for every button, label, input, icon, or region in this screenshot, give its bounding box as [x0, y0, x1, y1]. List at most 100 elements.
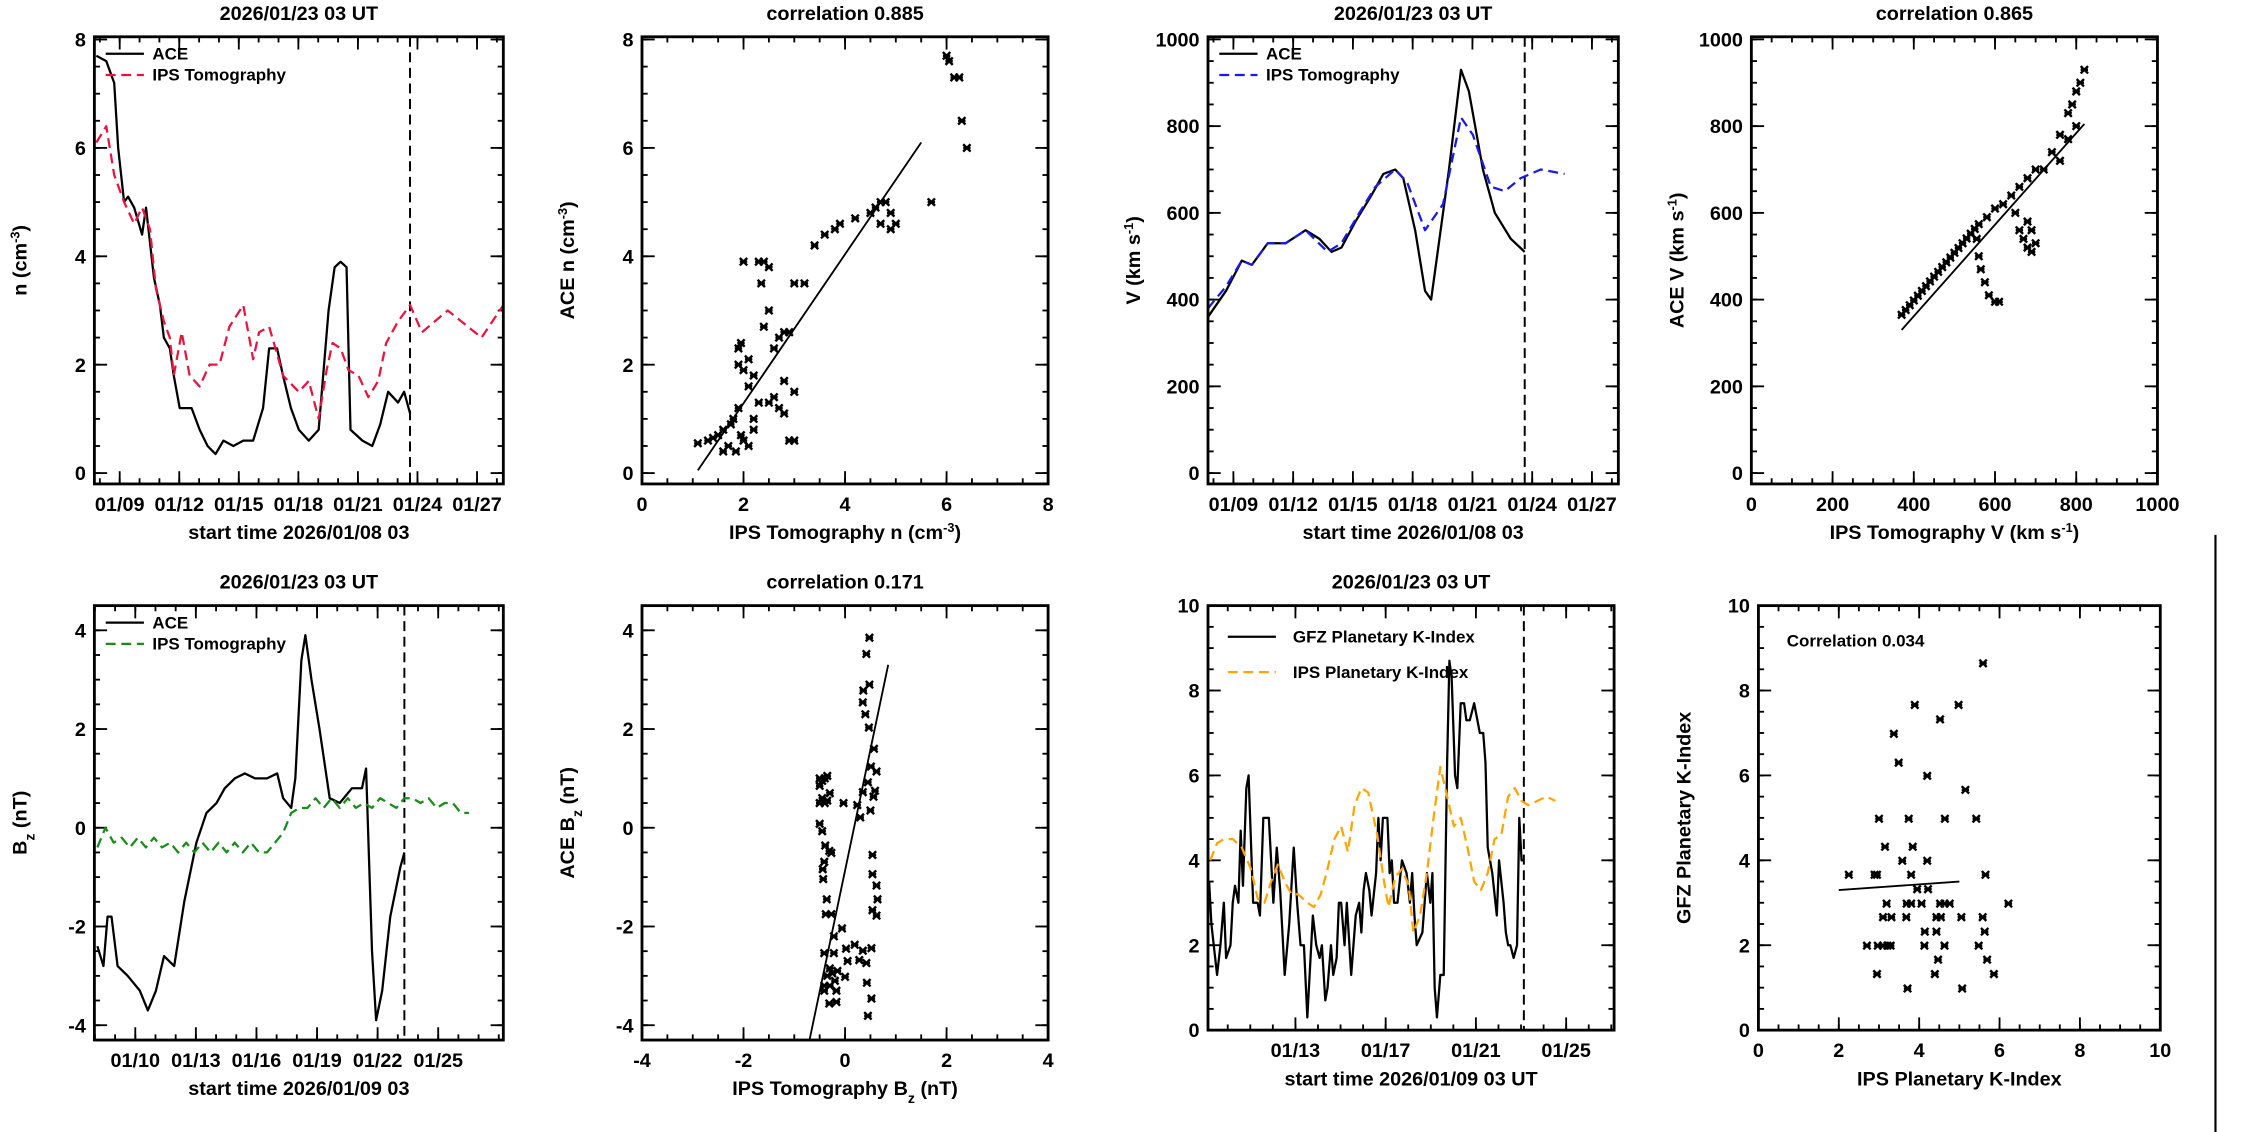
y-tick-label: 2 [622, 719, 633, 741]
legend-label: ACE [1266, 44, 1302, 63]
scatter-point [1974, 219, 1984, 229]
scatter-point [1936, 912, 1946, 922]
plot-frame [1757, 604, 2162, 1032]
scatter-point [864, 723, 874, 733]
scatter-point [954, 72, 964, 82]
scatter-point [1954, 700, 1964, 710]
scatter-point [1931, 927, 1941, 937]
plot-frame [92, 604, 505, 1042]
scatter-point [718, 446, 728, 456]
scatter-point [779, 376, 789, 386]
scatter-point [1980, 927, 1990, 937]
scatter-point [2014, 182, 2024, 192]
plot-frame [1749, 35, 2159, 486]
label-part: IPS Tomography V (km s [1830, 522, 2062, 544]
scatter-point [1976, 264, 1986, 274]
scatter-point [818, 874, 828, 884]
legend-label: GFZ Planetary K-Index [1293, 627, 1476, 646]
x-axis-label: IPS Tomography n (cm-3) [729, 520, 961, 545]
label-part: z [21, 834, 37, 841]
x-tick-label: 01/25 [413, 1050, 463, 1072]
y-tick-label: -4 [68, 1015, 86, 1037]
scatter-point [1886, 941, 1896, 951]
scatter-point [1957, 983, 1967, 994]
scatter-point [759, 322, 769, 332]
axis-ticks [641, 604, 1050, 1041]
regression-line [697, 141, 922, 471]
scatter-point [1978, 658, 1988, 668]
x-tick-label: 01/10 [111, 1050, 161, 1072]
y-axis-label: ACE V (km s-1) [1664, 193, 1689, 329]
x-tick-label: 2 [1833, 1040, 1844, 1062]
plot-frame [640, 35, 1050, 486]
scatter-point [825, 963, 835, 973]
scatter-point [822, 971, 832, 981]
label-part: ) [557, 201, 579, 208]
label-part: (nT) [915, 1078, 958, 1100]
x-tick-label: 01/21 [1451, 1040, 1501, 1062]
x-tick-label: 6 [1994, 1040, 2005, 1062]
axis-ticks [94, 36, 504, 484]
scatter-point [749, 371, 759, 381]
plot-area [693, 51, 972, 471]
chart-title: 2026/01/23 03 UT [1334, 3, 1493, 25]
scatter-point [876, 219, 886, 229]
y-tick-label: 1000 [1699, 29, 1743, 51]
label-part: ) [1123, 216, 1145, 223]
scatter-point [831, 997, 841, 1007]
y-tick-label: 800 [1166, 116, 1199, 138]
scatter-point [1994, 297, 2004, 307]
scatter-point [822, 771, 832, 781]
legend-label: IPS Tomography [152, 634, 286, 653]
scatter-point [1945, 899, 1955, 909]
scatter-point [831, 986, 841, 996]
plot-area [1897, 65, 2089, 331]
label-part: -1 [1121, 223, 1136, 234]
scatter-point [858, 946, 868, 956]
y-tick-label: 4 [75, 620, 86, 642]
scatter-point [862, 978, 872, 988]
plot-frame [92, 35, 505, 486]
y-tick-label: 0 [1188, 463, 1199, 485]
scatter-point [1872, 969, 1882, 979]
scatter-point [1998, 199, 2008, 209]
axis-ticks [93, 604, 504, 1041]
x-tick-label: 4 [840, 494, 851, 516]
scatter-point [1923, 884, 1933, 894]
y-axis-label: V (km s-1) [1121, 216, 1146, 304]
scatter-point [1917, 899, 1927, 909]
scatter-point [736, 338, 746, 348]
scatter-point [837, 923, 847, 933]
x-axis-label: IPS Tomography Bz (nT) [732, 1078, 958, 1106]
label-part: ) [9, 225, 31, 232]
scatter-point [744, 441, 754, 451]
scatter-point [1912, 884, 1922, 894]
scatter-point [824, 998, 834, 1009]
scatter-point [815, 798, 825, 808]
scatter-point [1902, 983, 1913, 994]
scatter-point [819, 986, 829, 996]
scatter-point [2018, 234, 2028, 244]
y-tick-label: 1000 [1155, 29, 1199, 51]
y-axis-label: ACE n (cm-3) [555, 201, 580, 319]
x-tick-label: -2 [735, 1050, 753, 1072]
x-tick-label: 0 [636, 494, 647, 516]
scatter-point [2022, 217, 2033, 227]
label-part: -3 [943, 520, 954, 535]
scatter-point [1990, 204, 2000, 214]
y-tick-label: 6 [622, 138, 633, 160]
y-tick-label: 0 [622, 463, 633, 485]
x-tick-label: 1000 [2135, 494, 2179, 516]
label-part: n (cm [9, 243, 31, 296]
x-axis-label: start time 2026/01/09 03 [188, 1078, 409, 1100]
y-tick-label: 8 [75, 30, 86, 52]
scatter-point [822, 796, 832, 806]
label-part: -1 [1664, 199, 1679, 210]
x-tick-label: 01/25 [1541, 1040, 1591, 1062]
scatter-point [1989, 969, 1999, 979]
x-tick-label: 01/13 [1271, 1040, 1321, 1062]
scatter-point [1956, 912, 1966, 922]
y-tick-label: 2 [622, 355, 633, 377]
scatter-point [2067, 99, 2077, 109]
y-tick-label: 4 [622, 246, 633, 268]
